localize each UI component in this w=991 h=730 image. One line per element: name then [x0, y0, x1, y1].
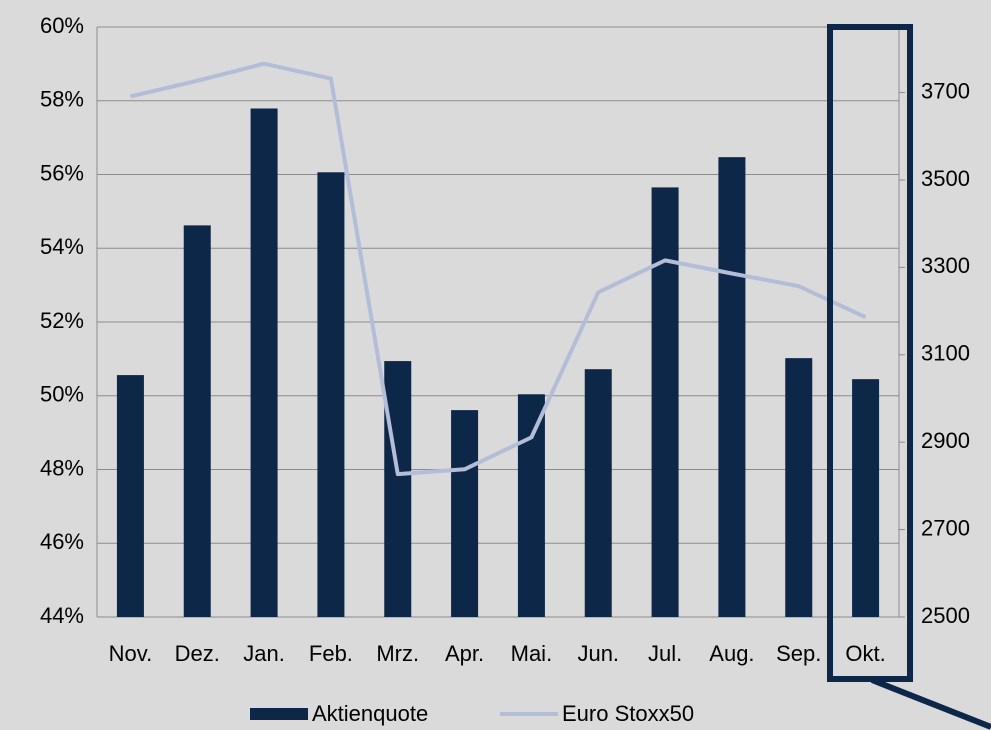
bar [785, 358, 813, 617]
bar [517, 394, 545, 617]
x-tick-label: Feb. [309, 641, 353, 666]
y-tick-label: 44% [40, 603, 84, 628]
y-tick-label: 46% [40, 529, 84, 554]
bar [384, 361, 412, 617]
legend-label: Aktienquote [312, 701, 428, 726]
bar [651, 187, 679, 617]
x-tick-label: Jul. [648, 641, 682, 666]
bar [183, 225, 211, 617]
x-tick-label: Jan. [243, 641, 285, 666]
y-tick-label: 56% [40, 160, 84, 185]
x-tick-label: Nov. [109, 641, 153, 666]
x-tick-label: Okt. [845, 641, 885, 666]
bar [317, 172, 345, 617]
line [129, 61, 867, 477]
x-tick-label: Mrz. [376, 641, 419, 666]
legend-swatch [250, 708, 308, 720]
bar [718, 157, 746, 617]
x-tick-label: Aug. [709, 641, 754, 666]
x-tick-label: Dez. [175, 641, 220, 666]
y2-tick-label: 2700 [921, 515, 970, 540]
x-tick-label: Sep. [776, 641, 821, 666]
y2-tick-label: 2500 [921, 603, 970, 628]
x-tick-label: Jun. [577, 641, 619, 666]
bar [116, 375, 144, 617]
bar [250, 108, 278, 618]
y2-tick-label: 3100 [921, 341, 970, 366]
bar [852, 379, 880, 617]
y-tick-label: 52% [40, 308, 84, 333]
y2-tick-label: 3300 [921, 253, 970, 278]
x-tick-label: Mai. [511, 641, 553, 666]
y-tick-label: 48% [40, 455, 84, 480]
y-tick-label: 50% [40, 382, 84, 407]
y-tick-label: 58% [40, 87, 84, 112]
y-tick-label: 54% [40, 234, 84, 259]
y-tick-label: 60% [40, 13, 84, 38]
y2-tick-label: 3500 [921, 166, 970, 191]
legend-label: Euro Stoxx50 [562, 701, 694, 726]
x-tick-label: Apr. [445, 641, 484, 666]
highlight-box [827, 24, 913, 682]
y2-tick-label: 2900 [921, 428, 970, 453]
y2-tick-label: 3700 [921, 78, 970, 103]
bar [584, 369, 612, 617]
highlight-pointer [870, 677, 991, 730]
bar [451, 410, 479, 617]
